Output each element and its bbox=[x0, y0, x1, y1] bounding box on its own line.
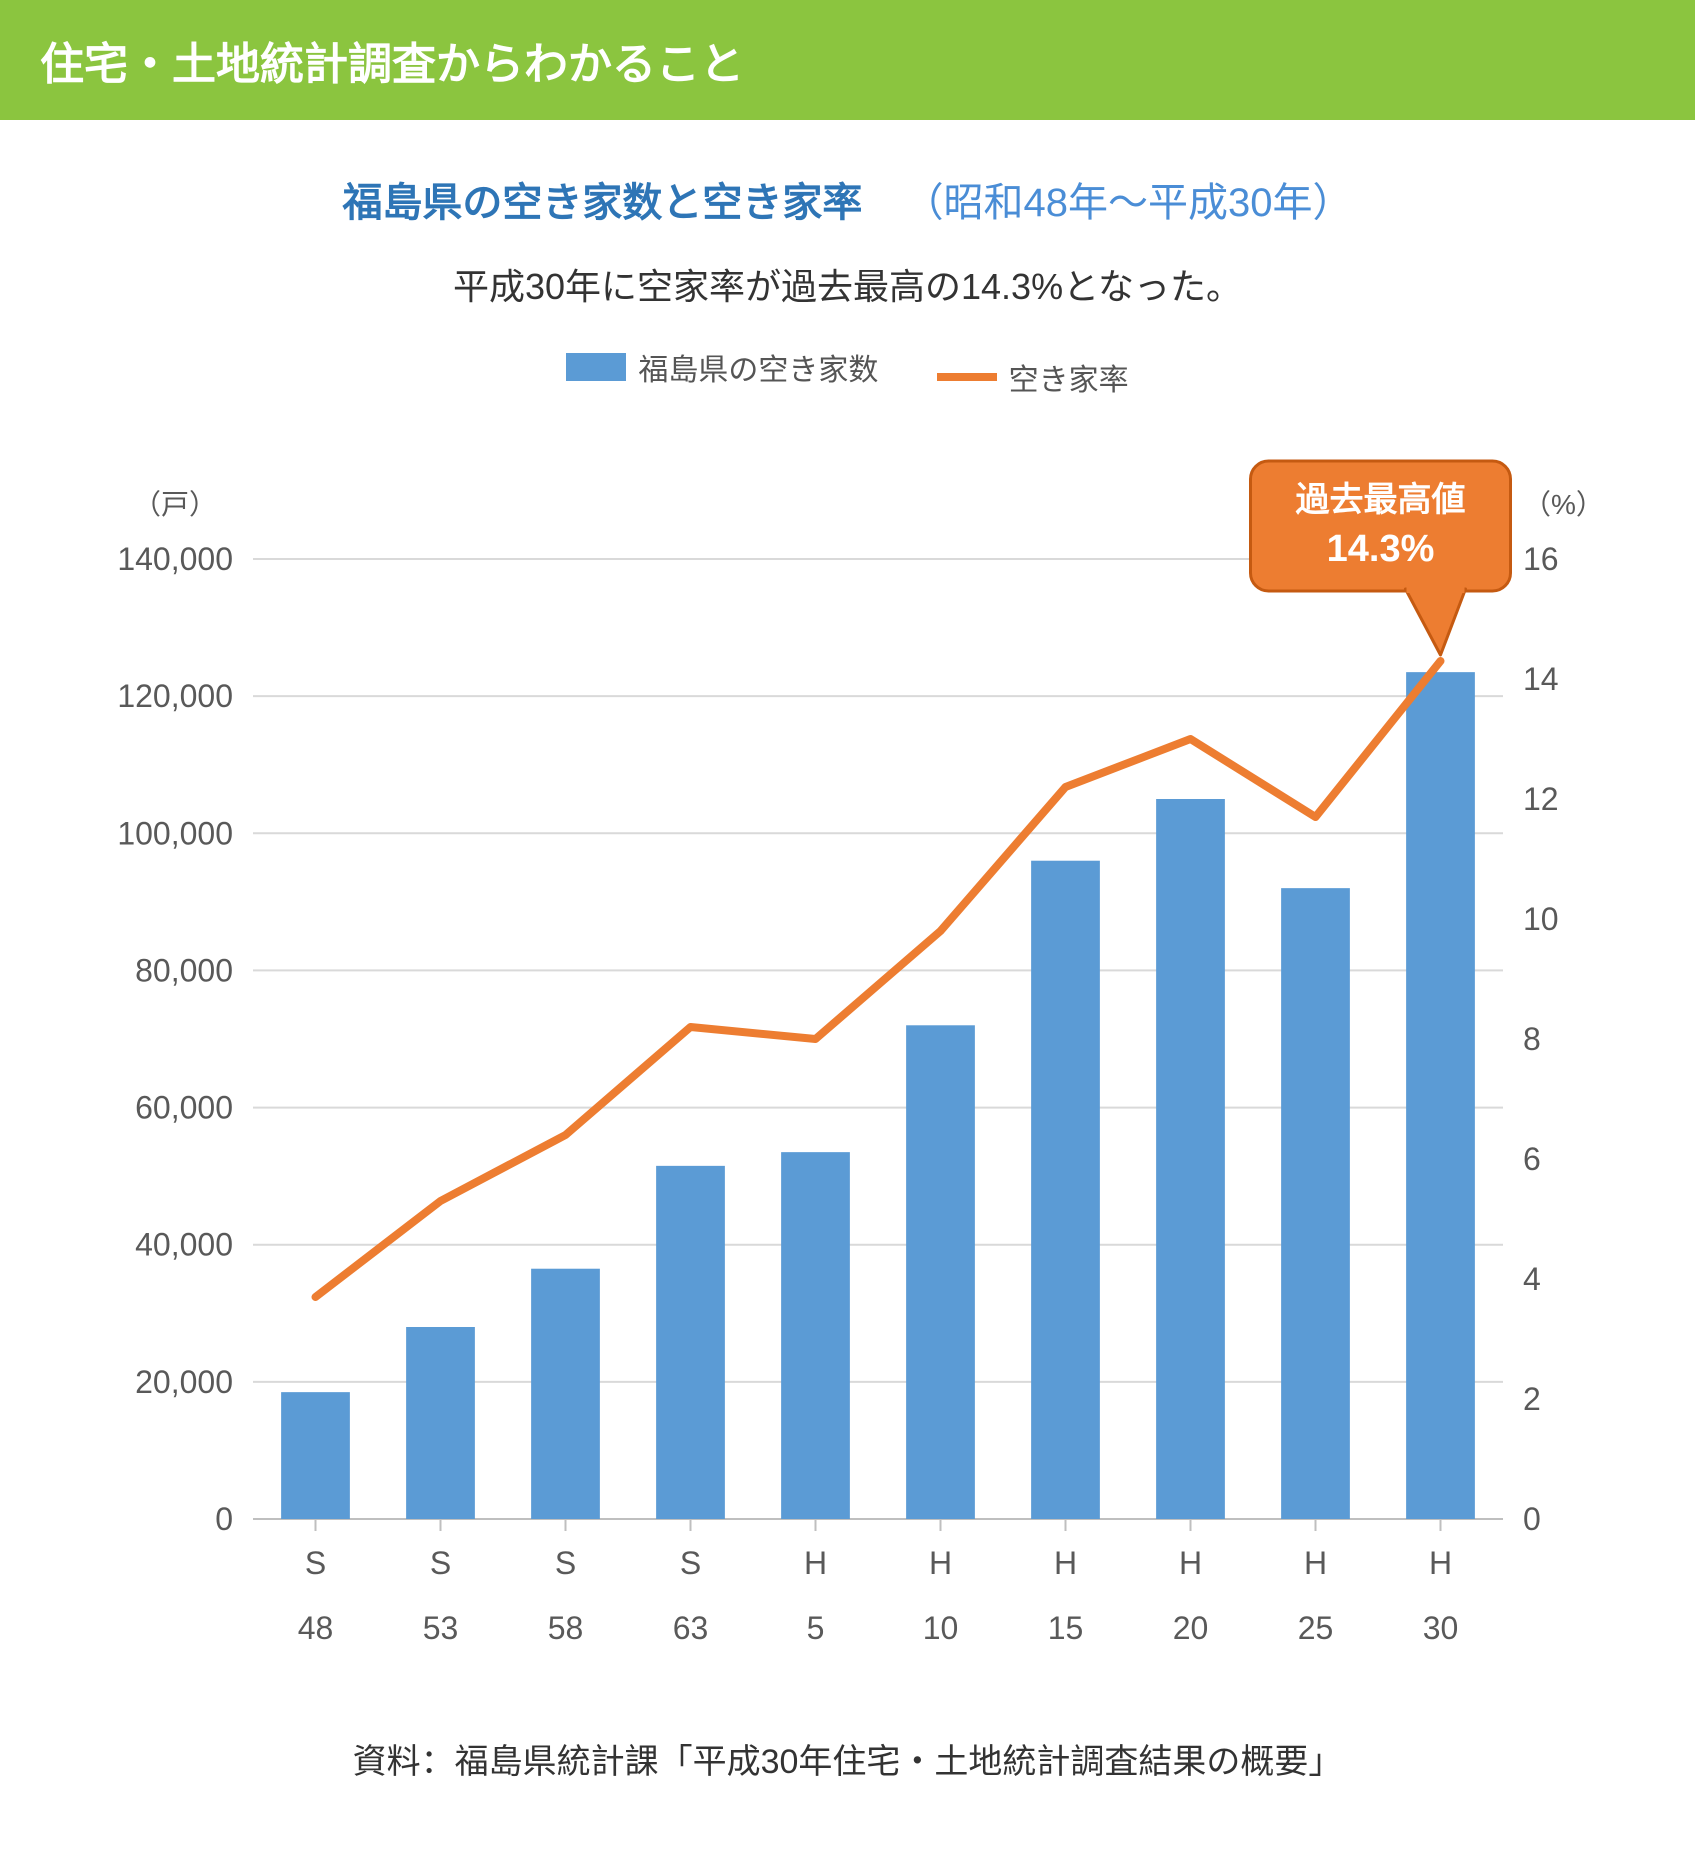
legend-item-bar: 福島県の空き家数 bbox=[566, 345, 878, 389]
y-right-tick: 14 bbox=[1523, 661, 1559, 697]
bar bbox=[1406, 672, 1475, 1519]
x-label-era: H bbox=[1178, 1545, 1201, 1581]
y-right-tick: 2 bbox=[1523, 1381, 1541, 1417]
bar bbox=[531, 1269, 600, 1519]
y-left-tick: 40,000 bbox=[135, 1227, 233, 1263]
y-left-tick: 20,000 bbox=[135, 1364, 233, 1400]
x-label-era: H bbox=[1053, 1545, 1076, 1581]
y-left-tick: 0 bbox=[215, 1501, 233, 1537]
x-label-era: H bbox=[928, 1545, 951, 1581]
bar bbox=[281, 1392, 350, 1519]
legend-item-line: 空き家率 bbox=[937, 355, 1129, 399]
y-left-tick: 140,000 bbox=[117, 541, 233, 577]
callout-arrow bbox=[1405, 589, 1465, 655]
legend-line-label: 空き家率 bbox=[1009, 355, 1129, 399]
x-label-era: H bbox=[1428, 1545, 1451, 1581]
x-label-year: 58 bbox=[547, 1610, 583, 1646]
bar bbox=[781, 1152, 850, 1519]
y-right-unit: （%） bbox=[1523, 489, 1604, 520]
x-label-year: 15 bbox=[1047, 1610, 1083, 1646]
x-label-year: 5 bbox=[806, 1610, 824, 1646]
callout-seam bbox=[1406, 585, 1464, 593]
x-label-era: S bbox=[429, 1545, 450, 1581]
bar bbox=[406, 1327, 475, 1519]
y-left-tick: 120,000 bbox=[117, 678, 233, 714]
legend-bar-swatch bbox=[566, 353, 626, 381]
source-text: 資料：福島県統計課「平成30年住宅・土地統計調査結果の概要」 bbox=[0, 1734, 1695, 1823]
x-label-year: 20 bbox=[1172, 1610, 1208, 1646]
x-label-year: 25 bbox=[1297, 1610, 1333, 1646]
bar bbox=[906, 1025, 975, 1519]
callout-line2: 14.3% bbox=[1326, 528, 1434, 570]
x-label-era: H bbox=[803, 1545, 826, 1581]
y-left-unit: （戸） bbox=[133, 489, 217, 520]
banner: 住宅・土地統計調査からわかること bbox=[0, 0, 1695, 120]
callout-line1: 過去最高値 bbox=[1295, 481, 1465, 519]
bar bbox=[1156, 799, 1225, 1519]
x-label-era: S bbox=[304, 1545, 325, 1581]
x-label-era: H bbox=[1303, 1545, 1326, 1581]
y-left-tick: 80,000 bbox=[135, 952, 233, 988]
y-right-tick: 16 bbox=[1523, 541, 1559, 577]
chart: （戸） （%） 0 20,000 40,000 60,000 80,000 100,000 12… bbox=[73, 439, 1623, 1684]
legend: 福島県の空き家数 空き家率 bbox=[0, 345, 1695, 399]
x-label-era: S bbox=[679, 1545, 700, 1581]
title-main: 福島県の空き家数と空き家率 bbox=[342, 181, 862, 225]
chart-svg: （戸） （%） 0 20,000 40,000 60,000 80,000 100,000 12… bbox=[73, 439, 1623, 1679]
y-right-tick: 12 bbox=[1523, 781, 1559, 817]
y-right-tick: 0 bbox=[1523, 1501, 1541, 1537]
subtitle: 平成30年に空家率が過去最高の14.3%となった。 bbox=[0, 258, 1695, 310]
y-left-tick: 60,000 bbox=[135, 1090, 233, 1126]
x-label-year: 30 bbox=[1422, 1610, 1458, 1646]
y-left-tick: 100,000 bbox=[117, 815, 233, 851]
y-right-tick: 8 bbox=[1523, 1021, 1541, 1057]
y-right-tick: 10 bbox=[1523, 901, 1559, 937]
x-label-year: 63 bbox=[672, 1610, 708, 1646]
bar bbox=[1031, 861, 1100, 1519]
title-row: 福島県の空き家数と空き家率 （昭和48年～平成30年） bbox=[0, 170, 1695, 228]
y-right-tick: 6 bbox=[1523, 1141, 1541, 1177]
x-label-year: 48 bbox=[297, 1610, 333, 1646]
legend-bar-label: 福島県の空き家数 bbox=[638, 345, 878, 389]
y-right-tick: 4 bbox=[1523, 1261, 1541, 1297]
bar bbox=[1281, 888, 1350, 1519]
x-label-year: 10 bbox=[922, 1610, 958, 1646]
line-series bbox=[315, 661, 1440, 1297]
x-label-year: 53 bbox=[422, 1610, 458, 1646]
title-span: （昭和48年～平成30年） bbox=[904, 181, 1353, 225]
banner-text: 住宅・土地統計調査からわかること bbox=[40, 40, 744, 89]
legend-line-swatch bbox=[937, 373, 997, 381]
x-label-era: S bbox=[554, 1545, 575, 1581]
bar bbox=[656, 1166, 725, 1519]
